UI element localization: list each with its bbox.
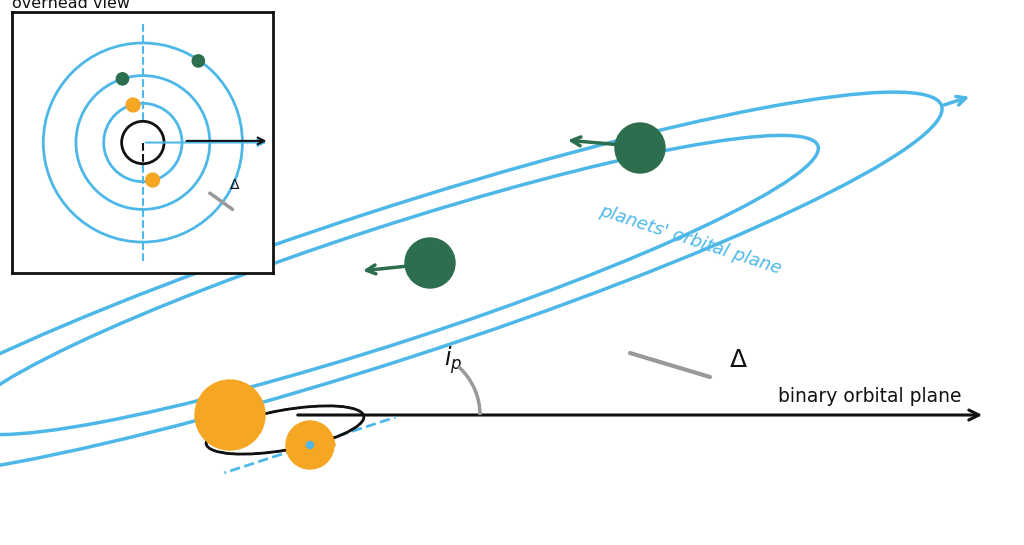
Circle shape [193, 55, 205, 67]
Text: $\Delta$: $\Delta$ [728, 348, 748, 372]
Circle shape [286, 421, 334, 469]
Text: overhead view: overhead view [12, 0, 130, 11]
Circle shape [117, 72, 129, 85]
Circle shape [145, 173, 160, 187]
Circle shape [406, 238, 455, 288]
Circle shape [615, 123, 665, 173]
Circle shape [306, 441, 313, 449]
Text: $i_p$: $i_p$ [443, 344, 462, 376]
Text: binary orbital plane: binary orbital plane [778, 387, 962, 407]
Circle shape [195, 380, 265, 450]
Circle shape [126, 98, 140, 112]
Text: planets' orbital plane: planets' orbital plane [597, 202, 783, 278]
Text: $\Delta$: $\Delta$ [228, 178, 240, 192]
